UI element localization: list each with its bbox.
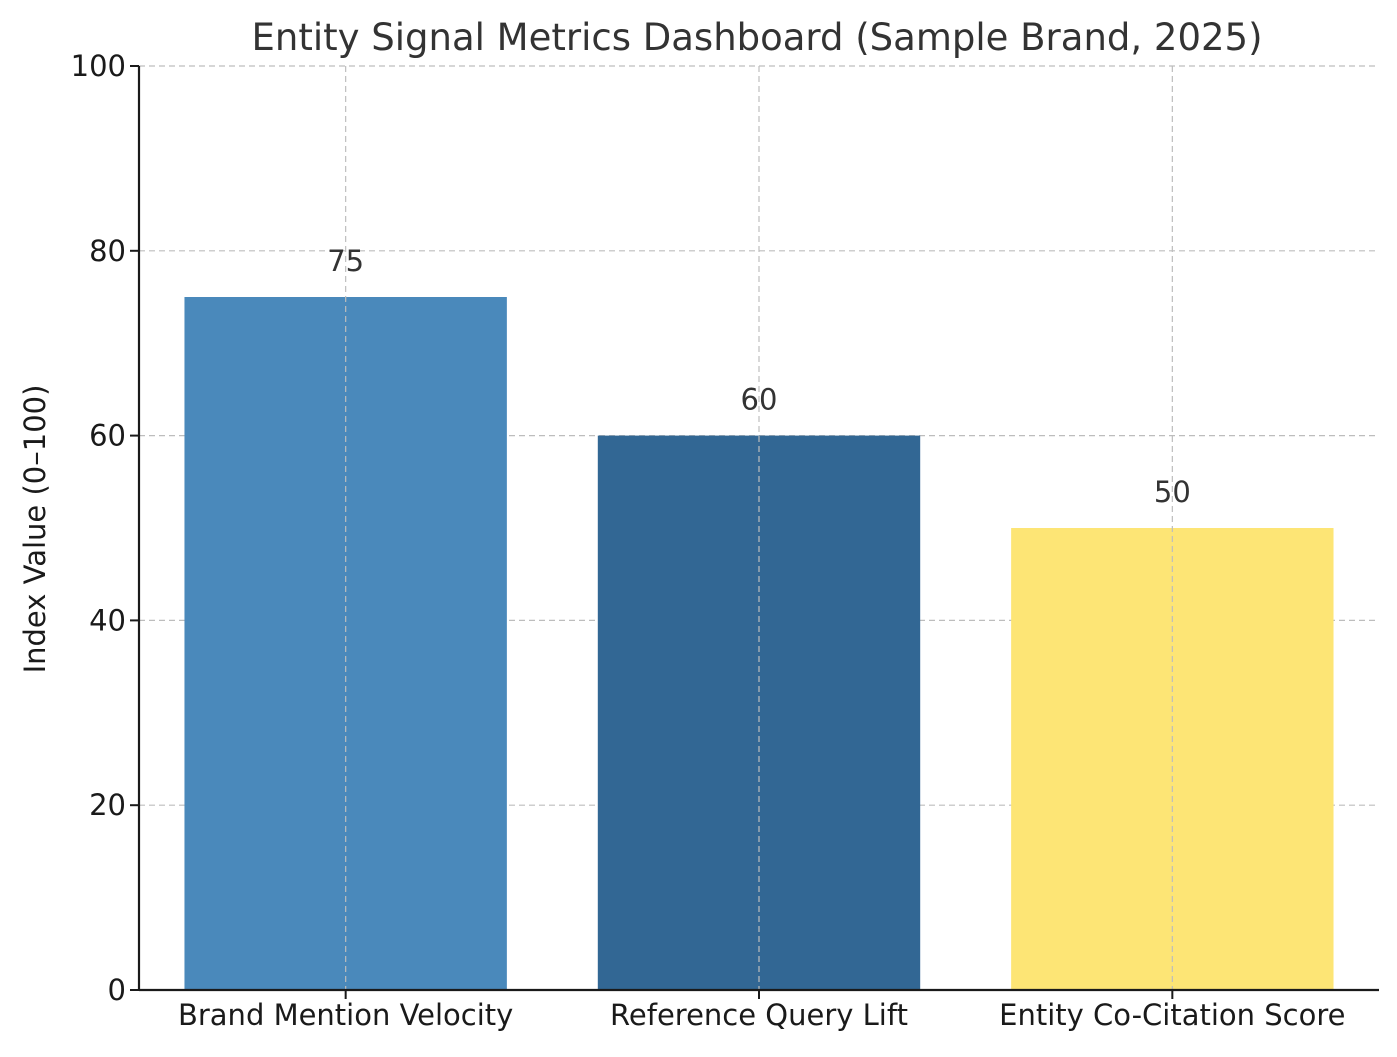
bar-value-label: 75 bbox=[327, 244, 364, 278]
y-axis-ticks: 0 20 40 60 80 100 bbox=[71, 49, 139, 1007]
y-tick-label: 0 bbox=[108, 973, 126, 1007]
bar-value-label: 50 bbox=[1154, 475, 1191, 509]
y-tick-label: 80 bbox=[89, 234, 126, 268]
bars bbox=[184, 297, 1334, 991]
y-tick-label: 20 bbox=[89, 788, 126, 822]
value-labels: 75 60 50 bbox=[327, 244, 1191, 509]
x-axis-ticks: Brand Mention Velocity Reference Query Li… bbox=[178, 990, 1345, 1032]
y-tick-label: 40 bbox=[89, 603, 126, 637]
y-axis-label: Index Value (0–100) bbox=[18, 385, 52, 674]
bar bbox=[184, 297, 507, 990]
x-tick-label: Brand Mention Velocity bbox=[178, 998, 513, 1032]
chart-title: Entity Signal Metrics Dashboard (Sample … bbox=[251, 16, 1262, 59]
y-tick-label: 60 bbox=[89, 419, 126, 453]
y-tick-label: 100 bbox=[71, 49, 126, 83]
bar-value-label: 60 bbox=[741, 383, 778, 417]
x-tick-label: Entity Co-Citation Score bbox=[999, 998, 1345, 1032]
vertical-grid-lines bbox=[345, 66, 1173, 990]
x-tick-label: Reference Query Lift bbox=[610, 998, 908, 1032]
